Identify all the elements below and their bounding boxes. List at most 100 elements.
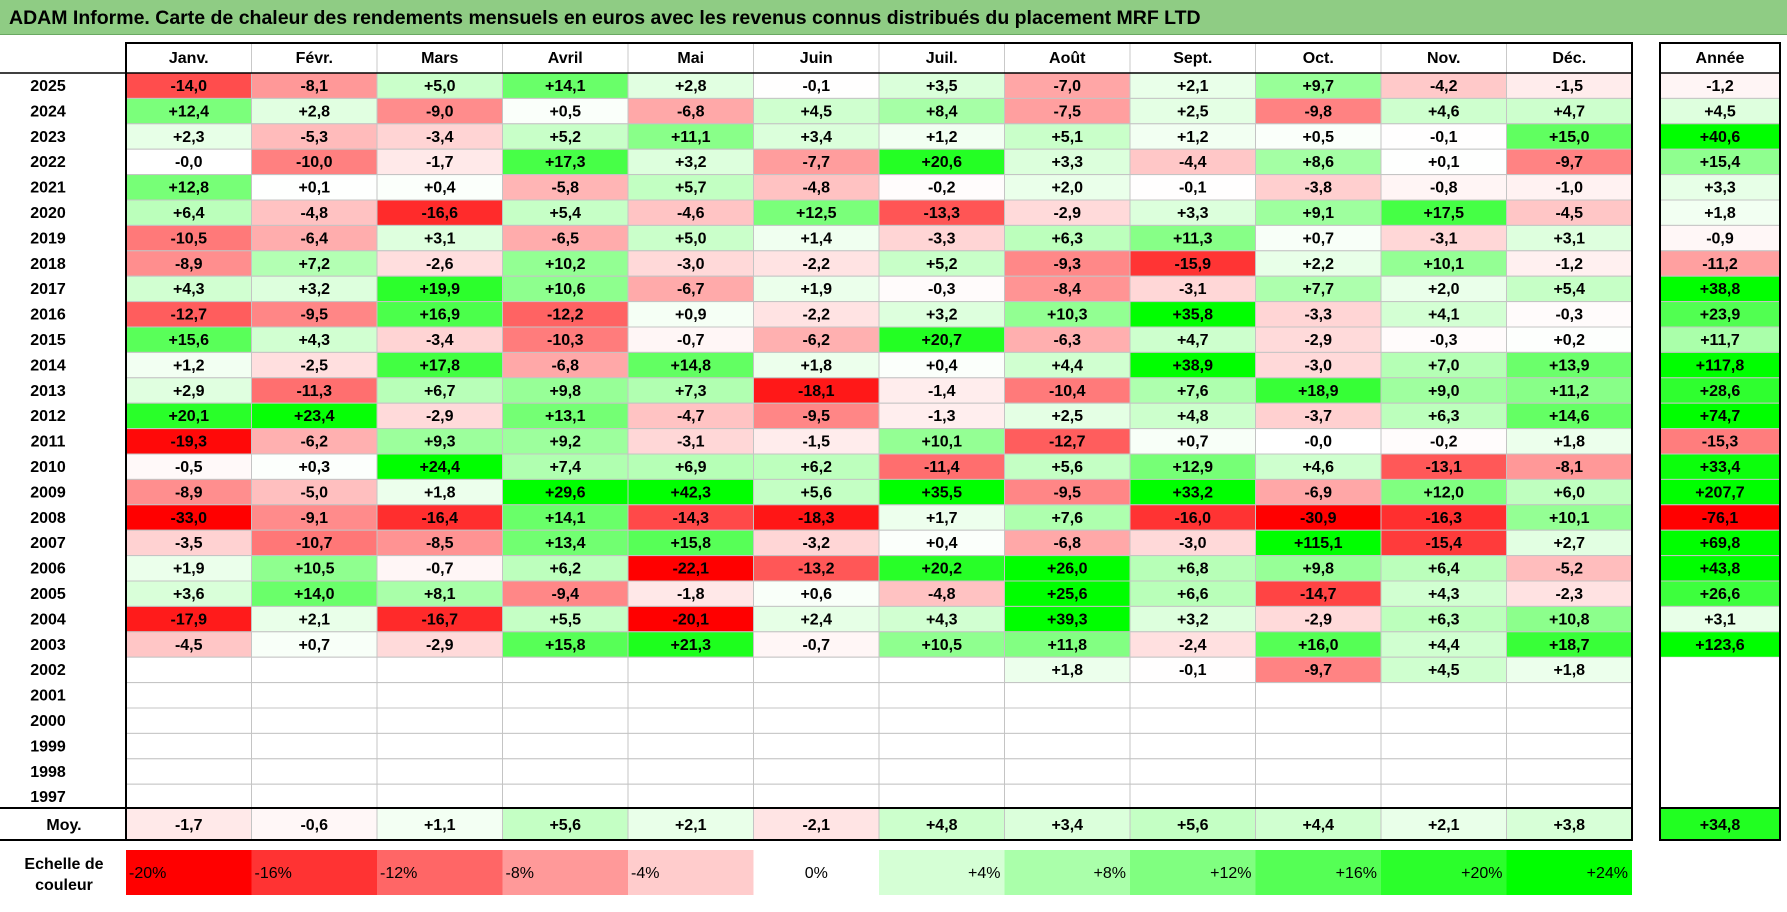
cell-value: +13,9 xyxy=(1549,357,1590,374)
cell-value: +3,2 xyxy=(298,281,330,298)
year-total-cell xyxy=(1660,708,1780,734)
cell-value: +12,5 xyxy=(796,205,837,222)
cell-value: -22,1 xyxy=(673,561,710,578)
heatmap-cell xyxy=(502,326,629,353)
heatmap-cell xyxy=(627,707,754,734)
heatmap-cell xyxy=(125,148,252,176)
cell-value: -0,5 xyxy=(175,459,203,476)
average-value: +5,6 xyxy=(549,817,581,834)
heatmap-cell xyxy=(502,682,629,709)
scale-swatch xyxy=(1130,850,1256,895)
heatmap-cell xyxy=(1255,123,1382,150)
heatmap-cell xyxy=(125,377,252,404)
cell-value: -7,7 xyxy=(802,154,830,171)
cell-value: -1,3 xyxy=(928,408,956,425)
heatmap-cell xyxy=(753,72,880,99)
cell-value: +5,0 xyxy=(424,78,456,95)
year-total-cell xyxy=(1659,123,1781,150)
year-total-cell xyxy=(1659,250,1781,277)
cell-value: -8,5 xyxy=(426,535,454,552)
heatmap-cell xyxy=(502,783,629,811)
cell-value: +5,6 xyxy=(1051,459,1083,476)
heatmap-cell xyxy=(1129,275,1256,303)
cell-value: +3,4 xyxy=(800,129,832,146)
heatmap-cell xyxy=(878,707,1005,734)
heatmap-cell xyxy=(627,224,754,252)
year-total-value: +26,6 xyxy=(1700,586,1741,603)
cell-value: -3,0 xyxy=(1304,357,1332,374)
average-value: +5,6 xyxy=(1177,817,1209,834)
cell-value: -0,0 xyxy=(175,154,203,171)
cell-value: +0,6 xyxy=(800,586,832,603)
cell-value: -20,1 xyxy=(673,611,710,628)
heatmap-cell xyxy=(125,682,252,709)
cell-value: +26,0 xyxy=(1047,561,1088,578)
cell-value: -15,9 xyxy=(1175,256,1212,273)
scale-swatch xyxy=(502,850,628,895)
heatmap-cell xyxy=(1255,377,1382,404)
year-total-value: +123,6 xyxy=(1695,637,1744,654)
scale-label: -20% xyxy=(129,865,166,882)
cell-value: +0,7 xyxy=(298,637,330,654)
cell-value: +6,8 xyxy=(1177,561,1209,578)
cell-value: -16,4 xyxy=(422,510,459,527)
heatmap-cell xyxy=(1380,783,1507,811)
year-total-cell xyxy=(1659,326,1781,353)
heatmap-cell xyxy=(878,301,1005,328)
cell-value: +21,3 xyxy=(671,637,712,654)
heatmap-cell xyxy=(1004,148,1131,176)
cell-value: +4,3 xyxy=(926,611,958,628)
cell-value: -0,3 xyxy=(1555,307,1583,324)
cell-value: -18,1 xyxy=(798,383,835,400)
cell-value: -8,1 xyxy=(300,78,328,95)
cell-value: +16,0 xyxy=(1298,637,1339,654)
cell-value: -3,4 xyxy=(426,332,454,349)
year-total-cell xyxy=(1659,72,1781,99)
cell-value: -13,2 xyxy=(798,561,835,578)
heatmap-cell xyxy=(376,148,503,176)
heatmap-cell xyxy=(1004,656,1131,684)
heatmap-cell xyxy=(878,758,1005,785)
heatmap-cell xyxy=(1255,402,1382,430)
year-total-cell xyxy=(1660,733,1780,759)
heatmap-cell xyxy=(125,326,252,353)
heatmap-cell xyxy=(627,301,754,328)
year-total-header: Année xyxy=(1696,50,1745,67)
heatmap-cell xyxy=(1255,783,1382,811)
cell-value: +20,2 xyxy=(922,561,963,578)
cell-value: +13,1 xyxy=(545,408,586,425)
heatmap-cell xyxy=(251,555,378,582)
cell-value: +35,8 xyxy=(1173,307,1214,324)
cell-value: +7,6 xyxy=(1177,383,1209,400)
year-label: 2022 xyxy=(30,154,66,171)
heatmap-cell xyxy=(1380,707,1507,734)
cell-value: +11,1 xyxy=(671,129,711,146)
cell-value: +6,3 xyxy=(1428,408,1460,425)
heatmap-cell xyxy=(1129,580,1256,607)
cell-value: +14,6 xyxy=(1549,408,1590,425)
heatmap-cell xyxy=(502,174,629,201)
cell-value: +3,5 xyxy=(926,78,958,95)
cell-value: +14,1 xyxy=(545,510,586,527)
year-label: 2003 xyxy=(30,637,66,654)
year-total-value: -0,9 xyxy=(1706,230,1734,247)
cell-value: +2,8 xyxy=(675,78,707,95)
cell-value: +20,7 xyxy=(922,332,963,349)
cell-value: +2,7 xyxy=(1553,535,1585,552)
cell-value: +24,4 xyxy=(420,459,461,476)
heatmap-cell xyxy=(125,504,252,531)
cell-value: +2,5 xyxy=(1177,103,1209,120)
heatmap-cell xyxy=(753,529,880,557)
cell-value: +15,8 xyxy=(671,535,712,552)
heatmap-cell xyxy=(1506,351,1633,379)
heatmap-cell xyxy=(1380,301,1507,328)
average-value: -1,7 xyxy=(175,817,203,834)
month-header: Avril xyxy=(548,50,583,67)
month-header: Janv. xyxy=(169,50,209,67)
heatmap-cell xyxy=(1004,631,1131,658)
cell-value: +2,2 xyxy=(1302,256,1334,273)
month-header: Mai xyxy=(677,50,704,67)
month-header: Mars xyxy=(421,50,458,67)
